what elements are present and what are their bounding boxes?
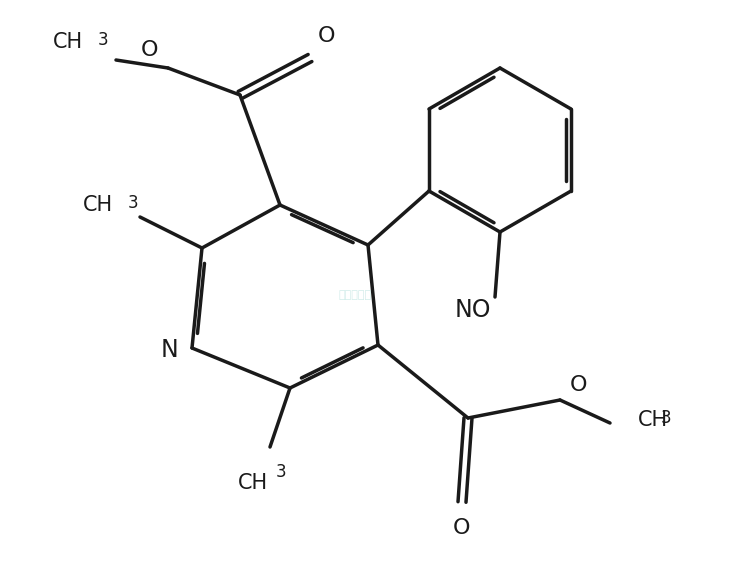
Text: O: O	[453, 518, 471, 538]
Text: 3: 3	[98, 31, 108, 49]
Text: NO: NO	[455, 298, 491, 322]
Text: O: O	[318, 26, 335, 46]
Text: O: O	[141, 40, 158, 60]
Text: 3: 3	[128, 194, 138, 212]
Text: 3: 3	[276, 463, 287, 481]
Text: CH: CH	[53, 32, 83, 52]
Text: 3: 3	[661, 409, 672, 427]
Text: 佳京茂生物: 佳京茂生物	[338, 290, 372, 300]
Text: CH: CH	[638, 410, 668, 430]
Text: O: O	[570, 375, 588, 395]
Text: CH: CH	[83, 195, 113, 215]
Text: N: N	[160, 338, 178, 362]
Text: CH: CH	[238, 473, 268, 493]
